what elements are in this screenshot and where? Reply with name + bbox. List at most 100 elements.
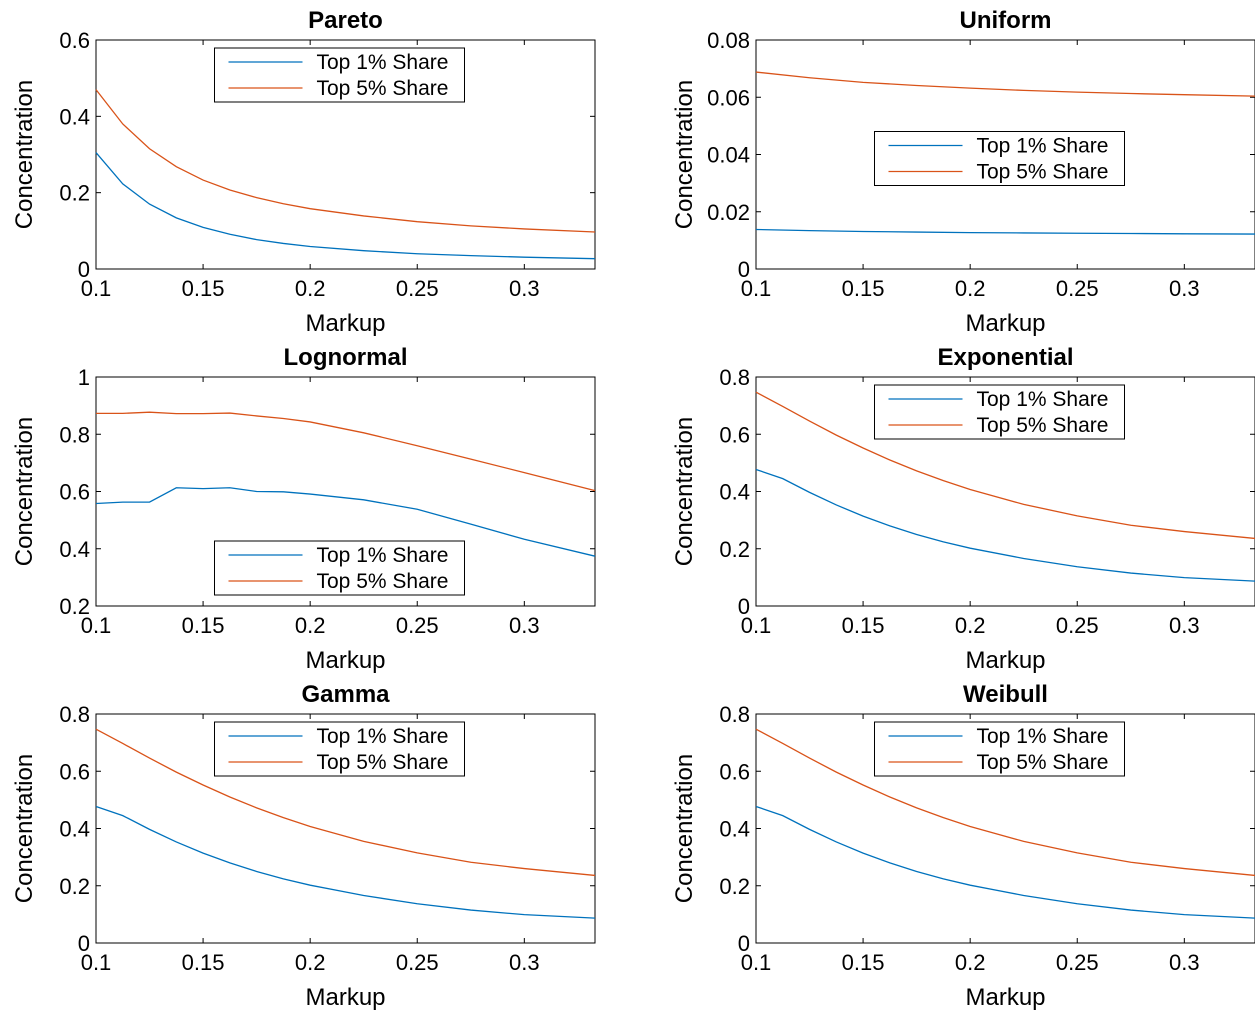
x-tick-label: 0.25: [396, 613, 439, 638]
x-tick-label: 0.2: [295, 276, 326, 301]
x-tick-label: 0.15: [842, 613, 885, 638]
x-tick-label: 0.1: [741, 276, 772, 301]
legend-entry: Top 5% Share: [977, 414, 1109, 437]
x-tick-label: 0.1: [81, 613, 112, 638]
x-axis-label: Markup: [965, 984, 1045, 1011]
x-tick-label: 0.3: [509, 950, 540, 975]
y-tick-label: 0: [738, 257, 750, 282]
series-line-2: [755, 391, 1255, 540]
x-axis-label: Markup: [965, 647, 1045, 674]
y-tick-label: 0.4: [719, 817, 750, 842]
x-tick-label: 0.2: [955, 276, 986, 301]
y-tick-label: 0.06: [707, 85, 750, 110]
legend-entry: Top 1% Share: [977, 388, 1109, 411]
legend: Top 1% Share Top 5% Share: [214, 721, 465, 777]
x-tick-label: 0.15: [842, 276, 885, 301]
chart-panel: 0.1 0.15 0.2 0.25 0.3 0 0.2 0.4 0.6 0.8 Weibull Mar…: [671, 681, 1255, 1011]
x-tick-label: 0.25: [396, 276, 439, 301]
x-tick-label: 0.3: [509, 613, 540, 638]
y-axis-label: Concentration: [11, 417, 38, 566]
x-tick-label: 0.3: [509, 276, 540, 301]
chart-panel: 0.1 0.15 0.2 0.25 0.3 0 0.02 0.04 0.06 0.08 Unifor…: [671, 7, 1255, 337]
legend-entry: Top 1% Share: [977, 725, 1109, 748]
y-tick-label: 0.8: [59, 702, 90, 727]
y-tick-label: 0.2: [59, 181, 90, 206]
y-tick-label: 0.02: [707, 200, 750, 225]
x-tick-label: 0.3: [1169, 950, 1200, 975]
y-tick-label: 0.08: [707, 28, 750, 53]
legend-entry: Top 1% Share: [977, 135, 1109, 158]
y-tick-label: 0.6: [719, 422, 750, 447]
series-line-1: [95, 152, 596, 260]
legend-box: [874, 384, 1125, 440]
y-tick-label: 0: [78, 257, 90, 282]
x-tick-label: 0.25: [1056, 276, 1099, 301]
x-tick-label: 0.15: [842, 950, 885, 975]
x-tick-label: 0.1: [741, 613, 772, 638]
x-tick-label: 0.15: [182, 613, 225, 638]
chart-panel: 0.1 0.15 0.2 0.25 0.3 0 0.2 0.4 0.6 0.8 Exponentia…: [671, 344, 1255, 674]
chart-title: Uniform: [960, 7, 1052, 34]
legend-entry: Top 5% Share: [977, 751, 1109, 774]
legend-entry: Top 5% Share: [977, 161, 1109, 184]
y-axis-label: Concentration: [671, 754, 698, 903]
x-tick-label: 0.1: [81, 950, 112, 975]
y-tick-label: 0.04: [707, 143, 750, 168]
y-tick-label: 0.4: [59, 104, 90, 129]
x-tick-label: 0.1: [81, 276, 112, 301]
legend: Top 1% Share Top 5% Share: [874, 131, 1125, 186]
y-tick-label: 0.6: [59, 759, 90, 784]
chart-title: Pareto: [308, 7, 383, 34]
legend: Top 1% Share Top 5% Share: [874, 721, 1125, 777]
y-tick-label: 0.2: [59, 594, 90, 619]
y-tick-label: 0: [78, 931, 90, 956]
chart-title: Weibull: [963, 681, 1048, 708]
series-line-1: [755, 805, 1255, 919]
series-line-2: [755, 71, 1255, 97]
y-tick-label: 1: [78, 365, 90, 390]
series-line-2: [95, 728, 596, 877]
legend-entry: Top 5% Share: [317, 77, 449, 100]
x-tick-label: 0.3: [1169, 276, 1200, 301]
y-tick-label: 0.2: [59, 874, 90, 899]
y-tick-label: 0.8: [59, 422, 90, 447]
x-tick-label: 0.25: [1056, 950, 1099, 975]
x-tick-label: 0.15: [182, 276, 225, 301]
x-tick-label: 0.3: [1169, 613, 1200, 638]
y-tick-label: 0.2: [719, 537, 750, 562]
y-axis-label: Concentration: [11, 754, 38, 903]
y-axis-label: Concentration: [671, 417, 698, 566]
y-tick-label: 0.2: [719, 874, 750, 899]
x-tick-label: 0.2: [295, 613, 326, 638]
x-tick-label: 0.15: [182, 950, 225, 975]
chart-title: Lognormal: [284, 344, 408, 371]
x-axis-label: Markup: [305, 647, 385, 674]
y-tick-label: 0.6: [719, 759, 750, 784]
x-tick-label: 0.1: [741, 950, 772, 975]
y-tick-label: 0.8: [719, 365, 750, 390]
series-line-2: [96, 411, 596, 492]
legend-box: [874, 721, 1125, 777]
x-tick-label: 0.2: [295, 950, 326, 975]
chart-title: Gamma: [301, 681, 390, 708]
y-axis-label: Concentration: [671, 80, 698, 229]
y-tick-label: 0: [738, 594, 750, 619]
x-tick-label: 0.2: [955, 950, 986, 975]
chart-title: Exponential: [937, 344, 1073, 371]
series-line-1: [95, 487, 596, 557]
series-line-1: [95, 805, 596, 919]
x-tick-label: 0.25: [1056, 613, 1099, 638]
y-axis-label: Concentration: [11, 80, 38, 229]
series-line-2: [755, 728, 1255, 877]
legend: Top 1% Share Top 5% Share: [874, 384, 1125, 440]
y-tick-label: 0.4: [719, 480, 750, 505]
x-axis-label: Markup: [305, 984, 385, 1011]
legend-entry: Top 1% Share: [317, 544, 449, 567]
y-tick-label: 0.6: [59, 28, 90, 53]
y-tick-label: 0.4: [59, 817, 90, 842]
chart-panel: 0.1 0.15 0.2 0.25 0.3 0 0.2 0.4 0.6 Pareto Markup C…: [11, 7, 596, 337]
legend-box: [214, 47, 465, 103]
series-line-2: [95, 89, 596, 233]
legend-box: [214, 721, 465, 777]
series-line-1: [755, 228, 1255, 235]
